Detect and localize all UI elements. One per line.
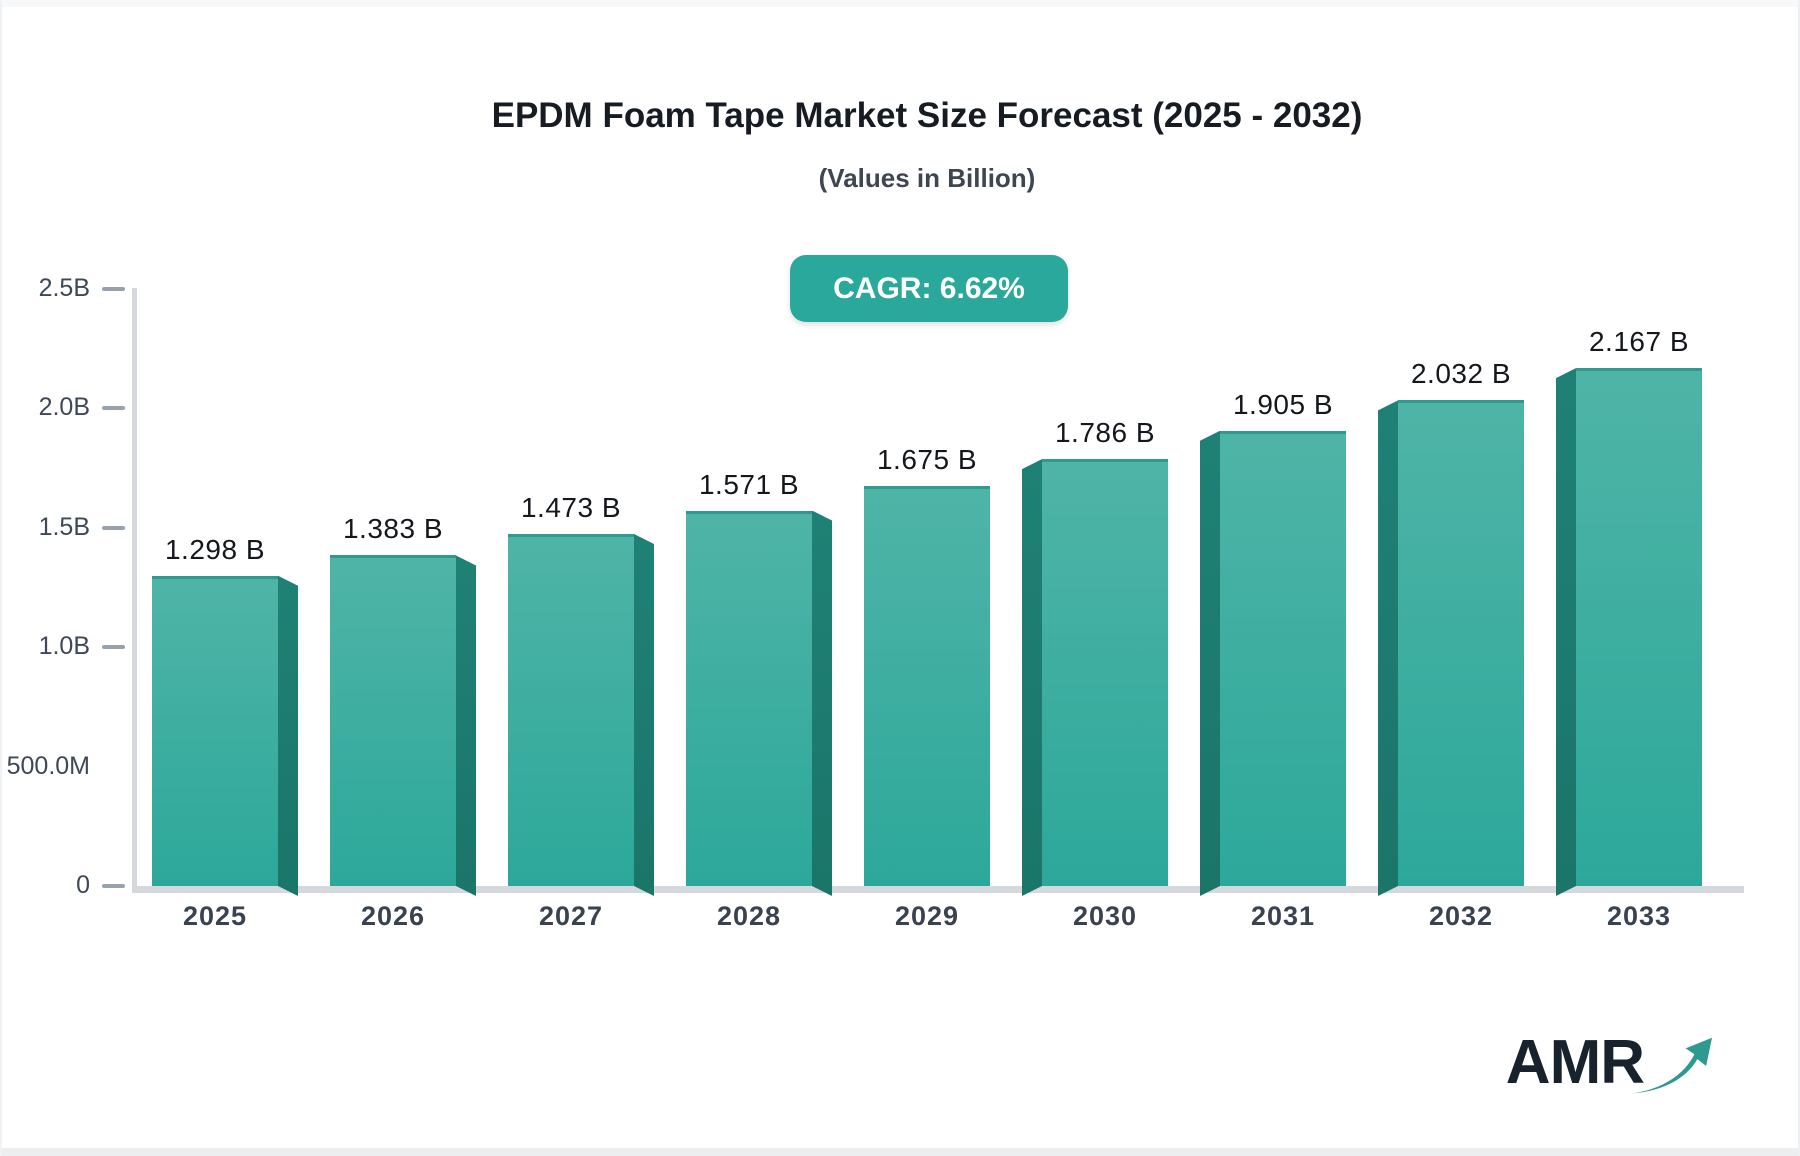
y-tick-label-0: 0 [76,871,90,899]
y-tick-label-1.0B: 1.0B [38,632,90,660]
bar-side-3d-2030 [1022,459,1042,896]
bar-2031[interactable] [1220,430,1346,886]
cagr-badge: CAGR: 6.62% [790,255,1068,322]
y-tick-mark-2.0B [102,406,125,410]
x-axis-label-2031: 2031 [1250,901,1316,931]
x-axis-label-2032: 2032 [1428,901,1494,931]
bar-value-label-2025: 1.298 B [164,533,266,565]
x-axis-label-2026: 2026 [360,901,426,931]
x-axis-label-2028: 2028 [716,901,782,931]
bar-2026[interactable] [330,555,456,886]
x-axis-label-2025: 2025 [182,901,248,931]
bar-side-3d-2028 [812,511,832,896]
bar-side-3d-2033 [1556,368,1576,896]
y-tick-mark-0 [102,884,125,888]
x-axis-label-2030: 2030 [1072,901,1138,931]
bar-2032[interactable] [1398,400,1524,886]
bar-value-label-2033: 2.167 B [1588,326,1690,358]
y-tick-label-2.5B: 2.5B [38,273,90,302]
bar-2029[interactable] [864,485,990,886]
y-tick-mark-2.5B [102,286,125,291]
chart-subtitle: (Values in Billion) [818,163,1036,193]
top-border-strip [2,0,1798,7]
y-tick-label-1.5B: 1.5B [38,512,90,541]
amr-logo-growth-arrow-icon [1631,1037,1712,1094]
bar-value-label-2031: 1.905 B [1232,388,1334,420]
amr-logo-text: AMR [1505,1028,1645,1097]
bar-side-3d-2031 [1200,431,1220,896]
x-axis-label-2029: 2029 [894,901,960,931]
bar-2033[interactable] [1576,368,1702,886]
bottom-border-strip [2,1148,1798,1156]
bar-side-3d-2025 [278,576,298,896]
bar-value-label-2032: 2.032 B [1410,358,1512,390]
y-tick-mark-1.5B [102,525,125,530]
bar-value-label-2028: 1.571 B [698,468,800,500]
bar-2030[interactable] [1042,459,1168,886]
bar-side-3d-2026 [456,555,476,896]
y-tick-label-500.0M: 500.0M [6,751,90,780]
x-axis-line [132,886,1744,893]
x-axis-label-2027: 2027 [538,901,604,931]
bar-value-label-2026: 1.383 B [342,513,444,545]
bar-2025[interactable] [152,575,278,886]
y-tick-mark-1.0B [102,645,125,649]
amr-logo: AMR [1506,1032,1712,1098]
x-axis-label-2033: 2033 [1606,901,1672,931]
bar-value-label-2027: 1.473 B [520,491,622,523]
bar-2028[interactable] [686,510,812,886]
bar-side-3d-2032 [1378,400,1398,896]
bar-side-3d-2027 [634,534,654,896]
bar-value-label-2030: 1.786 B [1054,417,1156,449]
bar-2027[interactable] [508,533,634,886]
y-axis-line [132,288,137,893]
y-tick-label-2.0B: 2.0B [38,393,90,421]
bar-value-label-2029: 1.675 B [876,443,978,475]
chart-title: EPDM Foam Tape Market Size Forecast (202… [491,96,1363,135]
